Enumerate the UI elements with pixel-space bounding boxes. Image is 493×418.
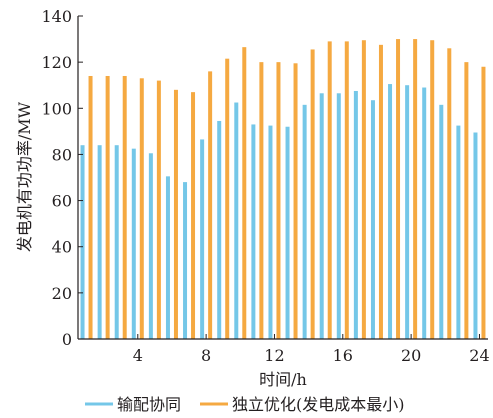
bar-series-2-hour-18 <box>378 44 383 340</box>
x-tick-label: 8 <box>201 346 211 365</box>
bar-series-2-hour-16 <box>344 41 349 339</box>
bar-series-1-hour-23 <box>456 125 461 339</box>
y-tick-label: 0 <box>62 330 72 349</box>
bar-series-2-hour-23 <box>464 62 469 339</box>
y-tick-label: 60 <box>52 192 72 211</box>
y-tick-label: 20 <box>52 284 72 303</box>
bar-series-1-hour-12 <box>268 125 273 339</box>
bar-series-2-hour-4 <box>139 78 144 339</box>
bar-series-1-hour-14 <box>302 104 307 339</box>
bar-series-1-hour-11 <box>251 124 256 339</box>
y-ticks: 0 20 40 60 80 100 120 140 <box>41 7 83 349</box>
bar-series-1-hour-7 <box>183 182 188 339</box>
bar-series-1-hour-8 <box>200 139 205 339</box>
x-tick-label: 12 <box>264 346 284 365</box>
y-tick-label: 140 <box>41 7 72 26</box>
x-tick-label: 16 <box>333 346 353 365</box>
bar-series-1-hour-16 <box>336 93 341 339</box>
bar-series-2-hour-2 <box>105 75 110 340</box>
bar-series-1-hour-4 <box>131 148 136 339</box>
x-tick-label: 24 <box>469 346 489 365</box>
bar-series-1-hour-22 <box>439 104 444 339</box>
bar-series-1-hour-21 <box>422 87 427 340</box>
bar-series-2-hour-17 <box>361 40 366 339</box>
bar-series-2-hour-3 <box>122 75 127 340</box>
bar-series-1-hour-20 <box>405 85 410 340</box>
bar-series-2-hour-20 <box>413 39 418 339</box>
legend-label-series-2: 独立优化(发电成本最小) <box>232 395 405 414</box>
bars-layer <box>80 39 486 340</box>
bar-series-2-hour-11 <box>259 62 264 339</box>
bar-series-2-hour-9 <box>225 58 230 340</box>
bar-series-2-hour-13 <box>293 63 298 340</box>
bar-series-1-hour-15 <box>319 93 324 339</box>
y-tick-label: 40 <box>52 238 72 257</box>
bar-series-1-hour-18 <box>370 100 375 340</box>
bar-series-1-hour-1 <box>80 145 85 339</box>
bar-series-1-hour-13 <box>285 126 290 340</box>
x-tick-label: 4 <box>133 346 143 365</box>
y-tick-label: 120 <box>41 53 72 72</box>
x-tick-label: 20 <box>401 346 421 365</box>
bar-series-1-hour-2 <box>97 145 102 339</box>
bar-series-2-hour-22 <box>447 48 452 340</box>
bar-series-2-hour-7 <box>191 92 196 339</box>
y-tick-label: 80 <box>52 145 72 164</box>
bar-series-2-hour-1 <box>88 75 93 340</box>
bar-series-1-hour-10 <box>234 102 239 340</box>
bar-series-2-hour-19 <box>396 39 401 339</box>
bar-series-1-hour-17 <box>353 90 358 339</box>
x-ticks: 4 8 12 16 20 24 <box>133 334 490 365</box>
bar-series-2-hour-10 <box>242 47 247 340</box>
bar-series-1-hour-6 <box>165 176 170 339</box>
bar-series-2-hour-5 <box>156 80 161 339</box>
legend: 输配协同 独立优化(发电成本最小) <box>85 395 405 414</box>
bar-series-1-hour-3 <box>114 145 119 339</box>
bar-series-2-hour-12 <box>276 62 281 339</box>
bar-series-2-hour-6 <box>173 89 178 339</box>
y-tick-label: 100 <box>41 99 72 118</box>
legend-label-series-1: 输配协同 <box>117 395 181 414</box>
axes-layer <box>77 16 488 340</box>
bar-series-2-hour-24 <box>481 66 486 339</box>
bar-series-1-hour-9 <box>217 120 222 339</box>
bar-series-2-hour-8 <box>208 71 213 340</box>
bar-series-1-hour-19 <box>388 84 393 339</box>
bar-series-2-hour-14 <box>310 49 315 339</box>
bar-series-1-hour-24 <box>473 132 478 339</box>
y-axis-label: 发电机有功功率/MW <box>15 101 34 252</box>
x-axis-label: 时间/h <box>259 370 307 389</box>
bar-series-1-hour-5 <box>148 153 153 339</box>
bar-series-2-hour-15 <box>327 41 332 339</box>
bar-series-2-hour-21 <box>430 40 435 339</box>
